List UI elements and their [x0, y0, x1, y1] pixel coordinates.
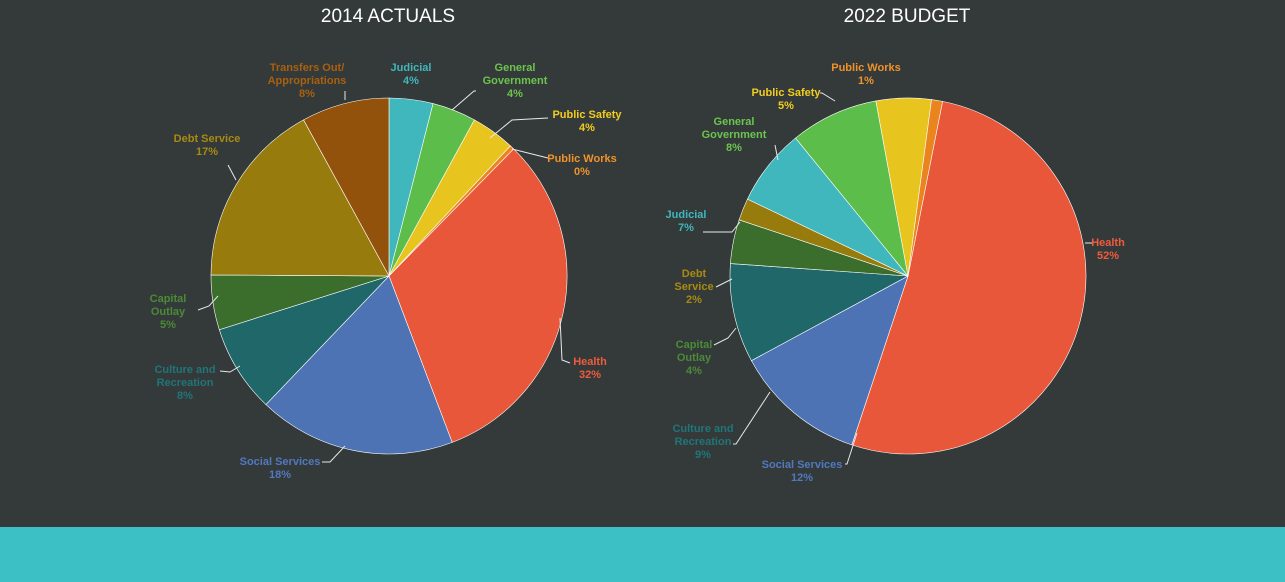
slice-name-label: Judicial — [391, 62, 432, 74]
pie-slice-public-works — [907, 99, 943, 277]
leader-line — [774, 144, 779, 161]
pie-slice-culture-and-recreation — [729, 263, 910, 362]
slice-name-label: Government — [702, 129, 767, 141]
slice-name-label: Debt — [682, 268, 707, 280]
pie-slice-social-services — [751, 275, 909, 446]
pie-slice-debt-service — [210, 119, 390, 277]
leader-line — [197, 295, 219, 311]
slice-percent-label: 8% — [726, 142, 742, 154]
slice-name-label: Public Works — [547, 153, 616, 165]
slice-name-label: Culture and — [154, 364, 215, 376]
slice-name-label: Recreation — [157, 377, 214, 389]
pie-slice-transfers-out-appropriations — [303, 97, 390, 277]
slice-percent-label: 4% — [403, 75, 419, 87]
slice-name-label: Health — [573, 356, 607, 368]
slice-percent-label: 18% — [269, 469, 291, 481]
slice-name-label: Judicial — [666, 209, 707, 221]
slice-name-label: Social Services — [240, 456, 321, 468]
slice-percent-label: 32% — [579, 369, 601, 381]
slice-name-label: Outlay — [151, 306, 186, 318]
leader-line — [820, 92, 836, 102]
leader-line — [322, 445, 346, 463]
slice-percent-label: 4% — [579, 122, 595, 134]
slice-name-label: Recreation — [675, 436, 732, 448]
leader-line — [733, 391, 771, 445]
slice-name-label: Transfers Out/ — [270, 62, 345, 74]
slice-percent-label: 1% — [858, 75, 874, 87]
slice-percent-label: 9% — [695, 449, 711, 461]
leader-line — [845, 432, 858, 465]
leader-line — [703, 221, 741, 233]
slice-percent-label: 52% — [1097, 250, 1119, 262]
leader-line — [219, 365, 241, 373]
slice-name-label: General — [714, 116, 755, 128]
slice-name-label: Public Safety — [552, 109, 622, 121]
slice-percent-label: 4% — [686, 365, 702, 377]
leader-line — [713, 327, 737, 346]
leader-line — [489, 117, 549, 139]
slice-percent-label: 12% — [791, 472, 813, 484]
slice-name-label: Appropriations — [268, 75, 347, 87]
slice-name-label: Culture and — [672, 423, 733, 435]
slice-name-label: Health — [1091, 237, 1125, 249]
leader-line — [511, 148, 549, 159]
leader-line — [715, 278, 733, 288]
pie-slice-culture-and-recreation — [218, 275, 390, 406]
leader-line — [227, 164, 237, 181]
slice-percent-label: 2% — [686, 294, 702, 306]
slice-percent-label: 5% — [778, 100, 794, 112]
slice-percent-label: 8% — [177, 390, 193, 402]
slice-name-label: Capital — [150, 293, 187, 305]
slice-percent-label: 4% — [507, 88, 523, 100]
slice-name-label: Social Services — [762, 459, 843, 471]
leader-line — [451, 90, 476, 111]
slice-name-label: Capital — [676, 339, 713, 351]
slice-percent-label: 17% — [196, 146, 218, 158]
slice-percent-label: 5% — [160, 319, 176, 331]
slice-name-label: Government — [483, 75, 548, 87]
slice-name-label: Public Safety — [751, 87, 821, 99]
slice-name-label: Public Works — [831, 62, 900, 74]
slice-name-label: General — [495, 62, 536, 74]
slice-name-label: Service — [674, 281, 713, 293]
slice-percent-label: 0% — [574, 166, 590, 178]
pie-slice-health — [388, 148, 568, 443]
chart-title-2022: 2022 BUDGET — [843, 6, 971, 27]
slice-percent-label: 7% — [678, 222, 694, 234]
pie-slice-health — [851, 101, 1087, 455]
slice-name-label: Outlay — [677, 352, 712, 364]
pie-slice-general-government — [795, 100, 909, 277]
pie-slice-social-services — [265, 275, 453, 455]
slice-percent-label: 8% — [299, 88, 315, 100]
chart-title-2014: 2014 ACTUALS — [320, 6, 456, 27]
slice-name-label: Debt Service — [174, 133, 241, 145]
footer-band — [0, 527, 1285, 582]
leader-line — [559, 317, 571, 364]
